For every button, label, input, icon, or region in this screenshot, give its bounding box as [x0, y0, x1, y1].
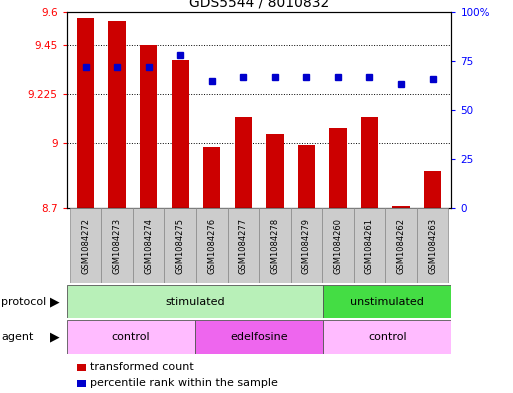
- Text: unstimulated: unstimulated: [350, 297, 424, 307]
- Text: GSM1084275: GSM1084275: [176, 218, 185, 274]
- Bar: [323, 285, 451, 318]
- Bar: [165, 208, 196, 283]
- Bar: [392, 206, 410, 208]
- Bar: [259, 208, 290, 283]
- Bar: [77, 18, 94, 208]
- Bar: [171, 60, 189, 208]
- Text: protocol: protocol: [1, 297, 46, 307]
- Bar: [195, 320, 323, 354]
- Bar: [203, 147, 221, 208]
- Text: GSM1084263: GSM1084263: [428, 218, 437, 274]
- Bar: [196, 208, 228, 283]
- Text: GSM1084274: GSM1084274: [144, 218, 153, 274]
- Bar: [67, 320, 195, 354]
- Bar: [353, 208, 385, 283]
- Text: GSM1084279: GSM1084279: [302, 218, 311, 274]
- Text: GSM1084273: GSM1084273: [113, 218, 122, 274]
- Bar: [424, 171, 441, 208]
- Bar: [417, 208, 448, 283]
- Text: agent: agent: [1, 332, 33, 342]
- Bar: [266, 134, 284, 208]
- Bar: [329, 127, 347, 208]
- Bar: [102, 208, 133, 283]
- Text: control: control: [111, 332, 150, 342]
- Text: GSM1084276: GSM1084276: [207, 218, 216, 274]
- Bar: [140, 44, 157, 208]
- Title: GDS5544 / 8010832: GDS5544 / 8010832: [189, 0, 329, 9]
- Text: GSM1084272: GSM1084272: [81, 218, 90, 274]
- Text: GSM1084278: GSM1084278: [270, 218, 280, 274]
- Text: edelfosine: edelfosine: [230, 332, 288, 342]
- Bar: [322, 208, 353, 283]
- Bar: [228, 208, 259, 283]
- Bar: [385, 208, 417, 283]
- Text: percentile rank within the sample: percentile rank within the sample: [90, 378, 278, 388]
- Text: ▶: ▶: [50, 295, 60, 308]
- Bar: [70, 208, 102, 283]
- Text: stimulated: stimulated: [165, 297, 225, 307]
- Text: GSM1084262: GSM1084262: [397, 218, 405, 274]
- Bar: [234, 117, 252, 208]
- Bar: [108, 20, 126, 208]
- Text: transformed count: transformed count: [90, 362, 193, 373]
- Text: ▶: ▶: [50, 331, 60, 343]
- Bar: [361, 117, 378, 208]
- Text: GSM1084260: GSM1084260: [333, 218, 342, 274]
- Bar: [323, 320, 451, 354]
- Text: GSM1084261: GSM1084261: [365, 218, 374, 274]
- Bar: [290, 208, 322, 283]
- Text: GSM1084277: GSM1084277: [239, 218, 248, 274]
- Bar: [133, 208, 165, 283]
- Text: control: control: [368, 332, 407, 342]
- Bar: [298, 145, 315, 208]
- Bar: [67, 285, 323, 318]
